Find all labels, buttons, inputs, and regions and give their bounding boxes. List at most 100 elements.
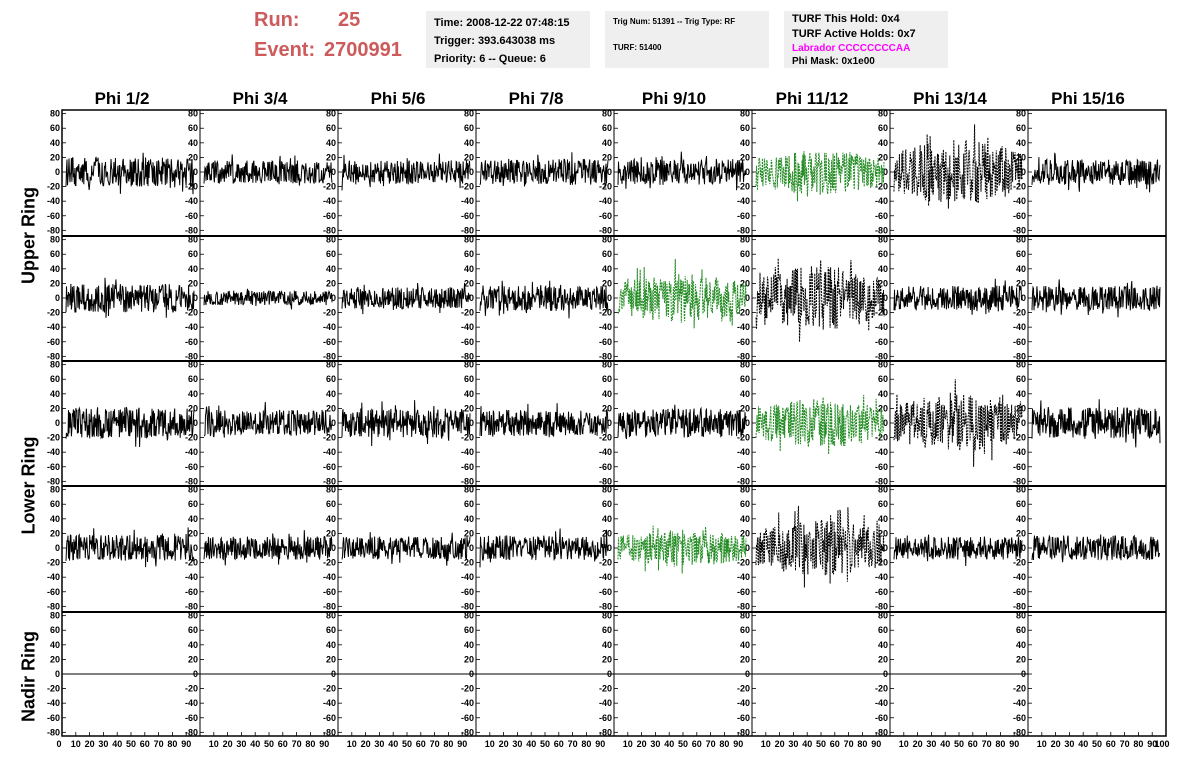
y-tick-label: -20 [185,308,198,318]
y-tick-label: -20 [47,558,60,568]
y-tick-label: 40 [464,514,474,524]
y-tick-label: 20 [740,403,750,413]
y-tick-label: -20 [47,182,60,192]
x-tick-label: 0 [56,739,61,749]
y-tick-label: 80 [878,360,888,370]
phi-mask-text: Phi Mask: 0x1e00 [792,56,875,67]
y-tick-label: 40 [464,389,474,399]
y-tick-label: 40 [50,640,60,650]
y-tick-label: -60 [875,713,888,723]
y-tick-label: 60 [326,249,336,259]
y-tick-label: -80 [737,476,750,486]
y-tick-label: -80 [1013,476,1026,486]
y-tick-label: -40 [185,322,198,332]
y-tick-label: -20 [461,558,474,568]
y-tick-label: -60 [185,713,198,723]
y-tick-label: 60 [878,123,888,133]
x-tick-label: 80 [443,739,453,749]
waveform-trace [341,400,471,447]
y-tick-label: -40 [875,322,888,332]
y-tick-label: -40 [737,572,750,582]
y-tick-label: -80 [323,601,336,611]
trigger-text: Trigger: 393.643038 ms [434,35,556,47]
y-tick-label: 60 [188,625,198,635]
y-tick-label: -80 [47,601,60,611]
y-tick-label: -80 [875,601,888,611]
x-tick-label: 70 [568,739,578,749]
y-tick-label: 80 [464,485,474,495]
y-tick-label: 0 [55,543,60,553]
x-tick-label: 10 [899,739,909,749]
y-tick-label: 20 [878,152,888,162]
y-tick-label: 40 [878,389,888,399]
x-tick-label: 50 [678,739,688,749]
y-tick-label: -80 [185,351,198,361]
y-tick-label: 40 [1016,514,1026,524]
y-tick-label: 80 [740,485,750,495]
x-tick-label: 20 [913,739,923,749]
x-tick-label: 60 [416,739,426,749]
y-tick-label: 40 [740,138,750,148]
y-tick-label: -40 [461,196,474,206]
y-tick-label: -40 [599,322,612,332]
y-tick-label: -80 [461,727,474,737]
y-tick-label: 0 [193,418,198,428]
y-tick-label: -60 [1013,713,1026,723]
x-tick-label: 40 [112,739,122,749]
y-tick-label: 40 [602,514,612,524]
y-tick-label: -60 [47,337,60,347]
y-tick-label: -80 [1013,225,1026,235]
run-label: Run: 25 [254,9,360,32]
y-tick-label: 0 [331,293,336,303]
y-tick-label: 60 [878,249,888,259]
y-tick-label: -40 [599,572,612,582]
x-tick-label: 70 [844,739,854,749]
y-tick-label: 80 [602,360,612,370]
y-tick-label: -80 [323,351,336,361]
x-tick-label: 80 [305,739,315,749]
y-tick-label: -80 [461,351,474,361]
y-tick-label: 60 [50,123,60,133]
x-tick-label: 90 [595,739,605,749]
y-tick-label: -60 [875,337,888,347]
y-tick-label: -60 [737,587,750,597]
y-tick-label: 0 [193,293,198,303]
phi-column-label-1: Phi 1/2 [94,89,150,108]
x-tick-label: 60 [1106,739,1116,749]
y-tick-label: 80 [878,485,888,495]
run-value: 25 [338,9,361,31]
phi-column-label-5: Phi 9/10 [641,89,707,108]
y-tick-label: 60 [50,499,60,509]
y-tick-label: -60 [599,337,612,347]
labrador-text: Labrador CCCCCCCCAA [792,43,911,54]
y-tick-label: 0 [607,543,612,553]
y-tick-label: -60 [1013,211,1026,221]
x-tick-label: 10 [485,739,495,749]
y-tick-label: -80 [323,225,336,235]
y-tick-label: 60 [740,374,750,384]
y-tick-label: -40 [599,698,612,708]
y-tick-label: 0 [331,543,336,553]
y-tick-label: 40 [188,138,198,148]
y-tick-label: 20 [1016,278,1026,288]
y-tick-label: 20 [326,528,336,538]
y-tick-label: 80 [1016,485,1026,495]
y-tick-label: -40 [47,698,60,708]
y-tick-label: 20 [878,528,888,538]
x-tick-label: 70 [154,739,164,749]
x-tick-label: 40 [526,739,536,749]
y-tick-label: -80 [1013,727,1026,737]
y-tick-label: -40 [185,698,198,708]
y-tick-label: 60 [740,499,750,509]
y-tick-label: 0 [883,293,888,303]
y-tick-label: 0 [469,543,474,553]
run-label-text: Run: [254,9,300,31]
y-tick-label: 80 [464,235,474,245]
y-tick-label: -80 [737,601,750,611]
y-tick-label: -20 [323,684,336,694]
y-tick-label: -40 [737,322,750,332]
y-tick-label: -40 [461,322,474,332]
y-tick-label: 0 [469,293,474,303]
y-tick-label: -20 [461,182,474,192]
